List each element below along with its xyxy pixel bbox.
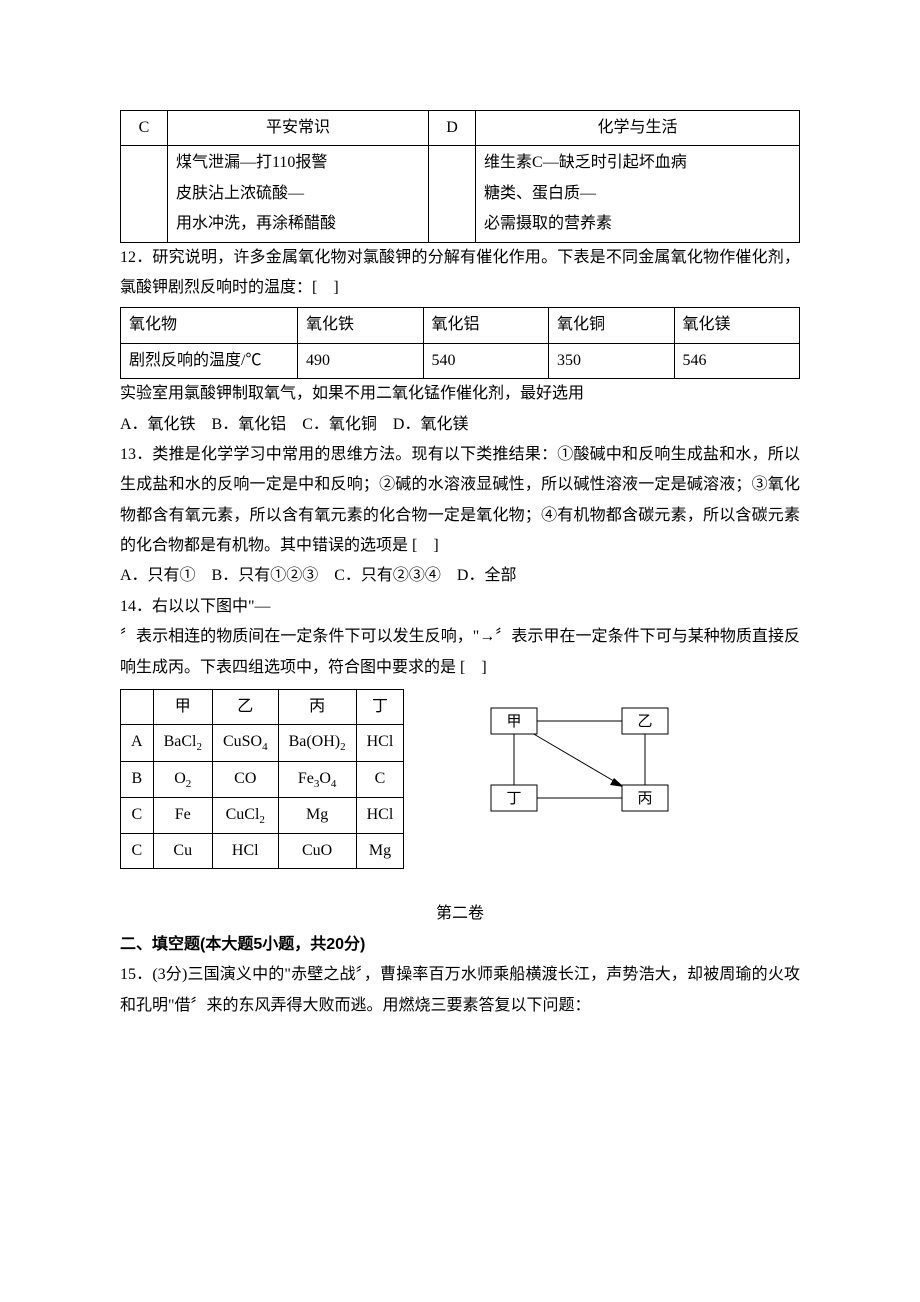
- table-row: BO2COFe3O4C: [121, 761, 404, 797]
- table-q14: 甲 乙 丙 丁 ABaCl2CuSO4Ba(OH)2HCl BO2COFe3O4…: [120, 689, 404, 869]
- table-row: ABaCl2CuSO4Ba(OH)2HCl: [121, 725, 404, 761]
- table-row: CCuHClCuOMg: [121, 833, 404, 868]
- table-row: CFeCuCl2MgHCl: [121, 797, 404, 833]
- label-c: C: [121, 111, 168, 146]
- q14-intro2: 〞表示相连的物质间在一定条件下可以发生反响，"→〞表示甲在一定条件下可与某种物质…: [120, 622, 800, 683]
- q12-after: 实验室用氯酸钾制取氧气，如果不用二氧化锰作催化剂，最好选用: [120, 379, 800, 409]
- cell-c-body: 煤气泄漏—打110报警 皮肤沾上浓硫酸— 用水冲洗，再涂稀醋酸: [168, 146, 429, 242]
- node-yi: 乙: [638, 714, 653, 730]
- q13-opts: A．只有① B．只有①②③ C．只有②③④ D．全部: [120, 561, 800, 591]
- q14-diagram: 甲 乙 丁 丙: [464, 683, 694, 834]
- node-jia: 甲: [507, 714, 522, 730]
- q12-opts: A．氧化铁 B．氧化铝 C．氧化铜 D．氧化镁: [120, 410, 800, 440]
- table-cd: C 平安常识 D 化学与生活 煤气泄漏—打110报警 皮肤沾上浓硫酸— 用水冲洗…: [120, 110, 800, 243]
- cell-d-body: 维生素C—缺乏时引起坏血病 糖类、蛋白质— 必需摄取的营养素: [476, 146, 800, 242]
- label-d: D: [429, 111, 476, 146]
- table-oxides: 氧化物 氧化铁 氧化铝 氧化铜 氧化镁 剧烈反响的温度/℃ 490 540 35…: [120, 307, 800, 379]
- node-bing: 丙: [638, 791, 653, 807]
- header-c: 平安常识: [168, 111, 429, 146]
- q12-intro: 12．研究说明，许多金属氧化物对氯酸钾的分解有催化作用。下表是不同金属氧化物作催…: [120, 243, 800, 304]
- q14-intro1: 14．右以以下图中"—: [120, 592, 800, 622]
- q13-body: 13．类推是化学学习中常用的思维方法。现有以下类推结果：①酸碱中和反响生成盐和水…: [120, 440, 800, 562]
- header-d: 化学与生活: [476, 111, 800, 146]
- node-ding: 丁: [507, 791, 522, 807]
- section2-title: 第二卷: [120, 899, 800, 929]
- q15-body: 15．(3分)三国演义中的"赤壁之战〞，曹操率百万水师乘船横渡长江，声势浩大，却…: [120, 960, 800, 1021]
- section2-heading: 二、填空题(本大题5小题，共20分): [120, 930, 800, 960]
- diagram-svg: 甲 乙 丁 丙: [464, 693, 694, 823]
